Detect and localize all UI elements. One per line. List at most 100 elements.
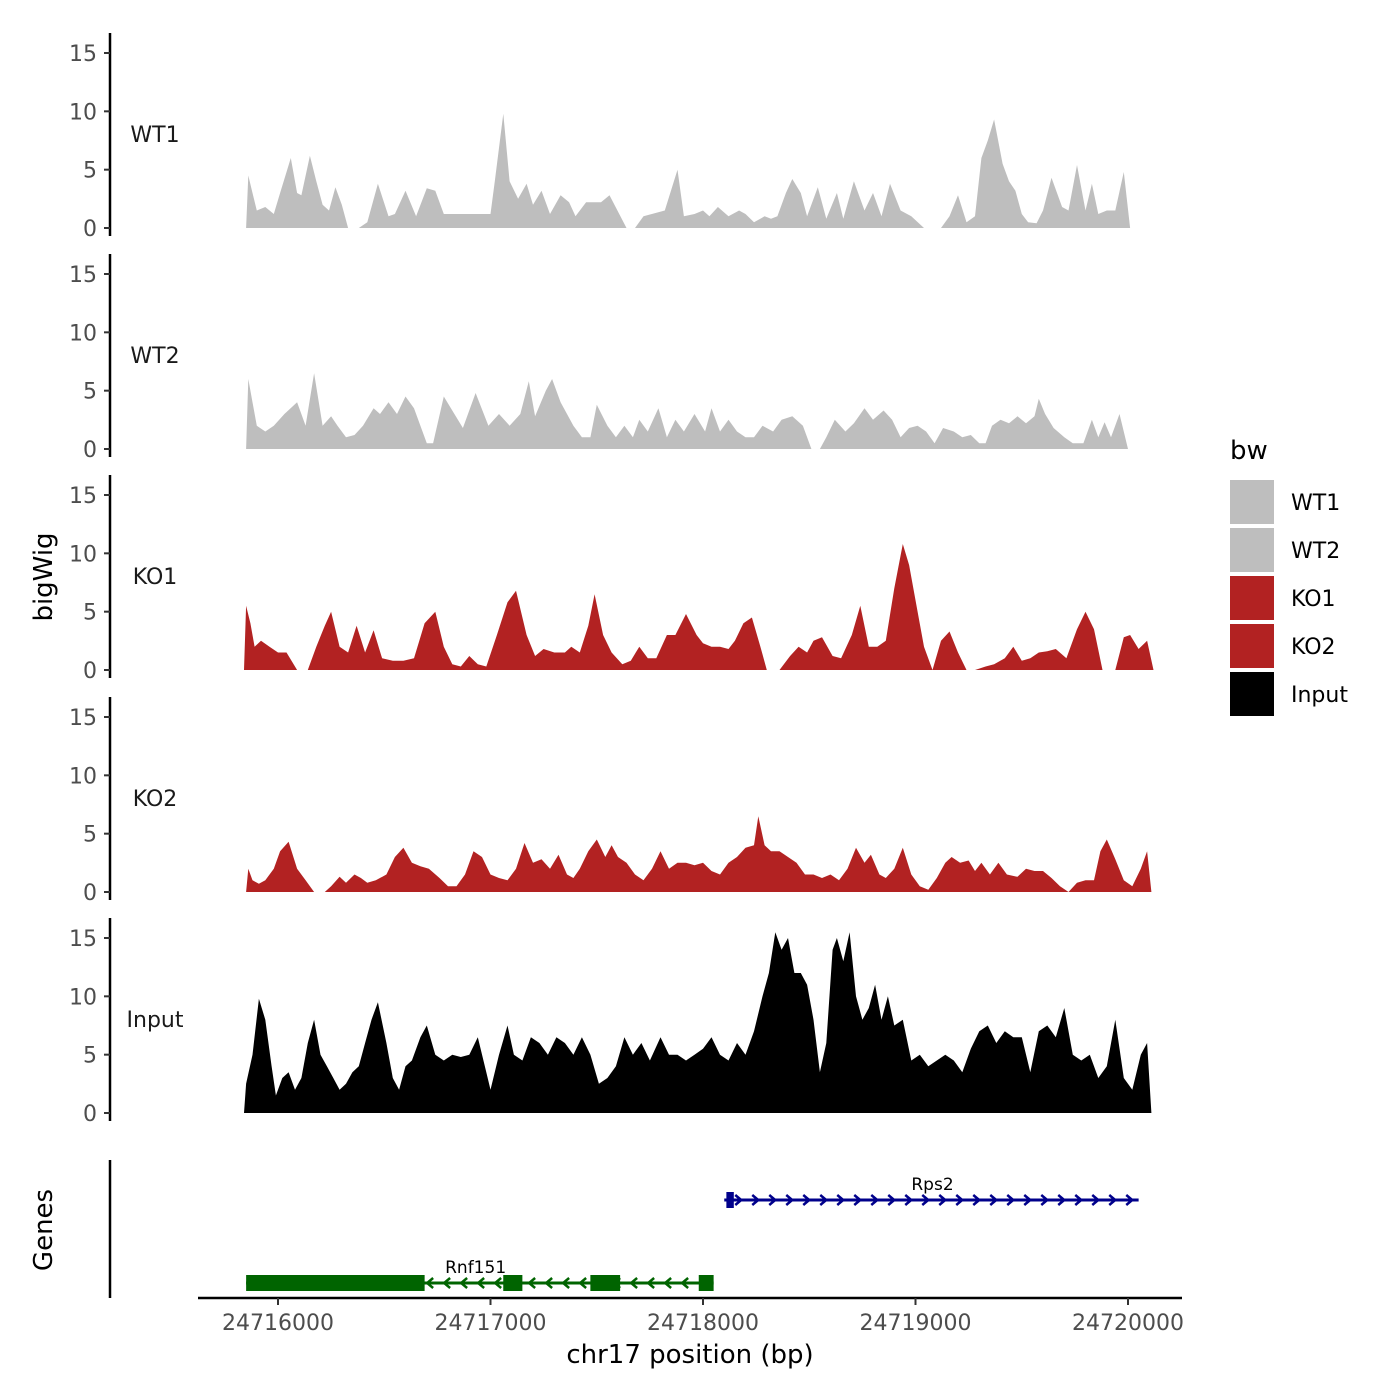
y-tick-label: 10 — [69, 100, 97, 125]
x-tick-label: 24719000 — [860, 1311, 972, 1336]
exon — [726, 1192, 734, 1208]
legend-label: KO2 — [1291, 635, 1336, 660]
legend: bw WT1 WT2 KO1 KO2 Input — [1230, 436, 1348, 716]
strand-chevron — [955, 1194, 965, 1206]
panel-wt1: 0 5 10 15 WT1 — [69, 33, 1131, 242]
strand-chevron — [663, 1277, 672, 1289]
panel-ko1: 0 5 10 15 KO1 — [69, 475, 1154, 684]
exon — [246, 1275, 425, 1291]
gene-name-label: Rnf151 — [445, 1258, 506, 1278]
strand-chevron — [768, 1194, 778, 1206]
strand-chevron — [476, 1277, 485, 1289]
exon — [698, 1275, 714, 1291]
panel-label: WT1 — [130, 123, 179, 148]
area-input — [244, 932, 1152, 1113]
strand-chevron — [1108, 1194, 1118, 1206]
strand-chevron — [459, 1277, 468, 1289]
y-tick-label: 15 — [69, 484, 97, 509]
strand-chevron — [1074, 1194, 1084, 1206]
strand-chevron — [442, 1277, 451, 1289]
panel-wt2: 0 5 10 15 WT2 — [69, 254, 1129, 463]
y-tick-label: 0 — [83, 217, 97, 242]
y-tick-label: 15 — [69, 42, 97, 67]
strand-chevron — [629, 1277, 638, 1289]
legend-label: KO1 — [1291, 587, 1336, 612]
y-axis-title: bigWig — [29, 532, 59, 621]
legend-swatch — [1230, 480, 1274, 524]
legend-swatch — [1230, 576, 1274, 620]
y-tick-label: 15 — [69, 706, 97, 731]
y-tick-label: 0 — [83, 1102, 97, 1127]
plot-panels: 0 5 10 15 WT1 0 5 10 15 WT2 0 5 10 15 KO1 0 5 10 15 KO2 0 5 10… — [69, 33, 1154, 1127]
y-tick-label: 10 — [69, 985, 97, 1010]
strand-chevron — [527, 1277, 536, 1289]
x-tick-label: 24718000 — [647, 1311, 759, 1336]
genes-track: Rps2 Rnf151 — [108, 1160, 1139, 1298]
panel-label: KO2 — [133, 787, 178, 812]
area-wt1 — [246, 113, 1131, 228]
strand-chevron — [646, 1277, 655, 1289]
y-tick-label: 15 — [69, 263, 97, 288]
x-axis: 24716000 24717000 24718000 24719000 24720000 — [198, 1296, 1184, 1336]
strand-chevron — [734, 1194, 744, 1206]
y-tick-label: 5 — [83, 159, 97, 184]
strand-chevron — [1057, 1194, 1067, 1206]
strand-chevron — [972, 1194, 982, 1206]
x-tick-label: 24720000 — [1072, 1311, 1184, 1336]
panel-ko2: 0 5 10 15 KO2 — [69, 697, 1152, 906]
y-tick-label: 0 — [83, 438, 97, 463]
y-tick-label: 10 — [69, 321, 97, 346]
gene-name-label: Rps2 — [911, 1175, 953, 1195]
y-tick-label: 15 — [69, 927, 97, 952]
y-tick-label: 5 — [83, 380, 97, 405]
panel-label: KO1 — [133, 565, 178, 590]
area-ko1 — [244, 544, 1154, 670]
x-axis-title: chr17 position (bp) — [566, 1340, 813, 1370]
y-tick-label: 5 — [83, 601, 97, 626]
y-tick-label: 10 — [69, 542, 97, 567]
strand-chevron — [578, 1277, 587, 1289]
strand-chevron — [802, 1194, 812, 1206]
legend-label: WT1 — [1291, 491, 1340, 516]
legend-title: bw — [1230, 436, 1268, 466]
x-tick-label: 24717000 — [435, 1311, 547, 1336]
area-ko2 — [246, 816, 1152, 892]
strand-chevron — [836, 1194, 846, 1206]
strand-chevron — [561, 1277, 570, 1289]
strand-chevron — [1091, 1194, 1101, 1206]
strand-chevron — [680, 1277, 689, 1289]
legend-item-wt2: WT2 — [1230, 528, 1340, 572]
strand-chevron — [921, 1194, 931, 1206]
exon — [503, 1275, 523, 1291]
strand-chevron — [819, 1194, 829, 1206]
strand-chevron — [544, 1277, 553, 1289]
exon — [590, 1275, 621, 1291]
strand-chevron — [989, 1194, 999, 1206]
strand-chevron — [1125, 1194, 1135, 1206]
strand-chevron — [1006, 1194, 1016, 1206]
legend-item-wt1: WT1 — [1230, 480, 1340, 524]
y-tick-label: 0 — [83, 659, 97, 684]
legend-swatch — [1230, 624, 1274, 668]
legend-swatch — [1230, 672, 1274, 716]
strand-chevron — [853, 1194, 863, 1206]
genes-track-label: Genes — [29, 1189, 59, 1271]
legend-item-ko2: KO2 — [1230, 624, 1336, 668]
strand-chevron — [493, 1277, 502, 1289]
legend-swatch — [1230, 528, 1274, 572]
strand-chevron — [751, 1194, 761, 1206]
area-wt2 — [246, 373, 1129, 449]
strand-chevron — [785, 1194, 795, 1206]
legend-label: Input — [1291, 683, 1348, 708]
strand-chevron — [870, 1194, 880, 1206]
y-tick-label: 5 — [83, 1044, 97, 1069]
strand-chevron — [938, 1194, 948, 1206]
y-tick-label: 5 — [83, 823, 97, 848]
legend-item-input: Input — [1230, 672, 1348, 716]
panel-label: Input — [127, 1008, 184, 1033]
panel-input: 0 5 10 15 Input — [69, 918, 1152, 1127]
strand-chevron — [904, 1194, 914, 1206]
y-tick-label: 0 — [83, 881, 97, 906]
gene-rps2: Rps2 — [724, 1175, 1139, 1208]
